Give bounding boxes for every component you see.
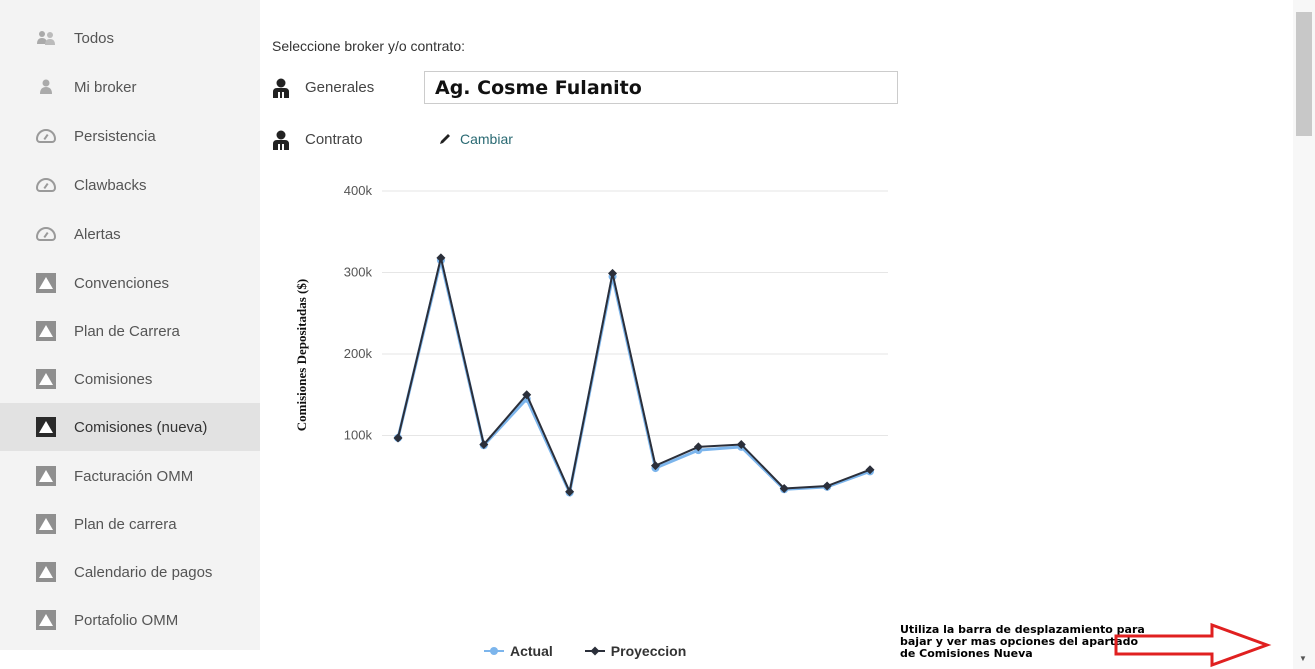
gauge-icon xyxy=(36,224,56,244)
vertical-scrollbar[interactable]: ▼ xyxy=(1293,0,1315,669)
sidebar-item[interactable]: Clawbacks xyxy=(0,161,260,209)
sidebar-item[interactable]: Persistencia xyxy=(0,112,260,160)
commissions-chart: 100k 200k 300k 400k Comisiones Depositadas (… xyxy=(294,183,888,498)
triangle-box-icon xyxy=(36,273,56,293)
triangle-box-icon xyxy=(36,562,56,582)
y-tick-label: 400k xyxy=(344,183,373,198)
sidebar-item-label: Convenciones xyxy=(74,274,170,292)
sidebar-item[interactable]: Plan de Carrera xyxy=(0,307,260,355)
legend-label: Actual xyxy=(510,643,553,659)
gauge-icon xyxy=(36,175,56,195)
sidebar-item-label: Todos xyxy=(74,29,115,47)
data-point xyxy=(436,253,446,263)
select-broker-label: Seleccione broker y/o contrato: xyxy=(272,38,465,54)
sidebar-item-label: Plan de carrera xyxy=(74,515,177,533)
contract-person-icon xyxy=(273,130,289,150)
triangle-box-icon xyxy=(36,369,56,389)
sidebar-item[interactable]: Mi broker xyxy=(0,63,260,111)
chart-legend: Actual Proyeccion xyxy=(484,643,686,659)
data-point xyxy=(865,465,875,475)
scroll-down-arrow-icon[interactable]: ▼ xyxy=(1299,654,1307,663)
scroll-hint-text: Utiliza la barra de desplazamiento para … xyxy=(900,623,1145,660)
triangle-box-icon xyxy=(36,417,56,437)
data-point xyxy=(822,481,832,491)
users-icon xyxy=(36,28,56,48)
data-point xyxy=(565,487,575,497)
sidebar-item-label: Portafolio OMM xyxy=(74,611,179,629)
sidebar-item[interactable]: Plan de carrera xyxy=(0,500,260,548)
broker-value: Ag. Cosme Fulanito xyxy=(435,76,642,99)
generales-label: Generales xyxy=(305,79,375,96)
sidebar-item-label: Comisiones (nueva) xyxy=(74,418,208,436)
triangle-box-icon xyxy=(36,466,56,486)
sidebar-item[interactable]: Convenciones xyxy=(0,259,260,307)
data-point xyxy=(479,439,489,449)
pencil-icon xyxy=(440,134,450,144)
contrato-label: Contrato xyxy=(305,131,363,148)
legend-item[interactable]: Proyeccion xyxy=(584,643,687,659)
right-arrow-icon xyxy=(1114,622,1272,668)
sidebar-item[interactable]: Calendario de pagos xyxy=(0,548,260,596)
sidebar-item[interactable]: Portafolio OMM xyxy=(0,596,260,644)
data-point xyxy=(736,439,746,449)
gauge-icon xyxy=(36,126,56,146)
data-point xyxy=(522,390,532,400)
scrollbar-thumb[interactable] xyxy=(1296,12,1312,136)
data-point xyxy=(608,268,618,278)
sidebar-item-label: Plan de Carrera xyxy=(74,322,180,340)
y-tick-label: 200k xyxy=(344,346,373,361)
user-icon xyxy=(36,77,56,97)
data-point xyxy=(693,442,703,452)
sidebar-item-label: Alertas xyxy=(74,225,121,243)
triangle-box-icon xyxy=(36,610,56,630)
sidebar-item-label: Clawbacks xyxy=(74,176,147,194)
change-contract-link[interactable]: Cambiar xyxy=(438,131,513,147)
data-point xyxy=(779,483,789,493)
sidebar-item[interactable]: Comisiones xyxy=(0,355,260,403)
sidebar-item-label: Mi broker xyxy=(74,78,137,96)
sidebar-item[interactable]: Comisiones (nueva) xyxy=(0,403,260,451)
sidebar-item[interactable]: Todos xyxy=(0,14,260,62)
sidebar-item-label: Calendario de pagos xyxy=(74,563,213,581)
sidebar-item-label: Comisiones xyxy=(74,370,153,388)
data-point xyxy=(650,461,660,471)
sidebar-item[interactable]: Alertas xyxy=(0,210,260,258)
sidebar-item-label: Facturación OMM xyxy=(74,467,194,485)
y-axis-label: Comisiones Depositadas ($) xyxy=(294,279,309,431)
y-tick-label: 100k xyxy=(344,428,373,443)
sidebar-item[interactable]: Facturación OMM xyxy=(0,452,260,500)
data-point xyxy=(393,433,403,443)
legend-label: Proyeccion xyxy=(610,643,687,659)
sidebar: Todos Mi broker Persistencia Clawbacks Alert… xyxy=(0,0,260,650)
series-line xyxy=(397,257,871,496)
broker-person-icon xyxy=(273,78,289,98)
y-tick-label: 300k xyxy=(344,265,373,280)
broker-field[interactable]: Ag. Cosme Fulanito xyxy=(424,71,898,104)
change-label: Cambiar xyxy=(460,131,513,147)
triangle-box-icon xyxy=(36,321,56,341)
triangle-box-icon xyxy=(36,514,56,534)
sidebar-item-label: Persistencia xyxy=(74,127,156,145)
legend-item[interactable]: Actual xyxy=(484,643,553,659)
